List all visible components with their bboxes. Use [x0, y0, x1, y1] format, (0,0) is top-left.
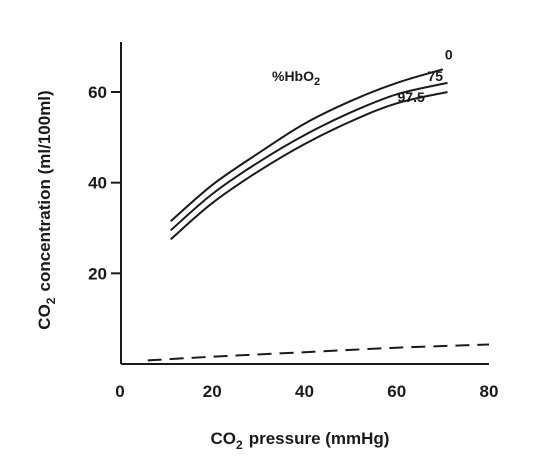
series-line-3 — [170, 91, 448, 241]
y-ticks: 20 40 60 — [88, 83, 121, 283]
x-axis-title-prefix: CO — [211, 429, 237, 448]
x-ticks: 0 20 40 60 80 — [115, 382, 498, 401]
series-line-1 — [170, 68, 444, 222]
x-tick-label: 20 — [203, 382, 222, 401]
x-axis-title: CO2 pressure (mmHg) — [211, 429, 390, 452]
x-tick-label: 60 — [387, 382, 406, 401]
x-tick-label: 0 — [115, 382, 124, 401]
x-tick-label: 80 — [480, 382, 499, 401]
y-axis-title-rest: concentration (ml/100ml) — [35, 90, 54, 291]
y-tick-label: 40 — [88, 174, 107, 193]
x-axis-title-rest: pressure (mmHg) — [249, 429, 390, 448]
curve-label-2: 75 — [428, 68, 444, 84]
curve-label-1: 0 — [445, 46, 453, 62]
legend-title-sub: 2 — [314, 76, 320, 88]
y-axis-title: CO2 concentration (ml/100ml) — [35, 90, 58, 329]
x-tick-label: 40 — [295, 382, 314, 401]
series-layer — [147, 68, 490, 362]
y-tick-label: 20 — [88, 264, 107, 283]
y-axis-title-sub: 2 — [44, 297, 58, 304]
legend-title: %HbO2 — [272, 68, 320, 88]
legend-title-main: %HbO — [272, 68, 314, 84]
series-line-dashed — [147, 343, 490, 362]
curve-label-3: 97.5 — [398, 89, 425, 105]
series-line-2 — [170, 81, 448, 232]
y-axis-title-prefix: CO — [35, 304, 54, 330]
x-axis-title-sub: 2 — [236, 438, 243, 452]
y-tick-label: 60 — [88, 83, 107, 102]
